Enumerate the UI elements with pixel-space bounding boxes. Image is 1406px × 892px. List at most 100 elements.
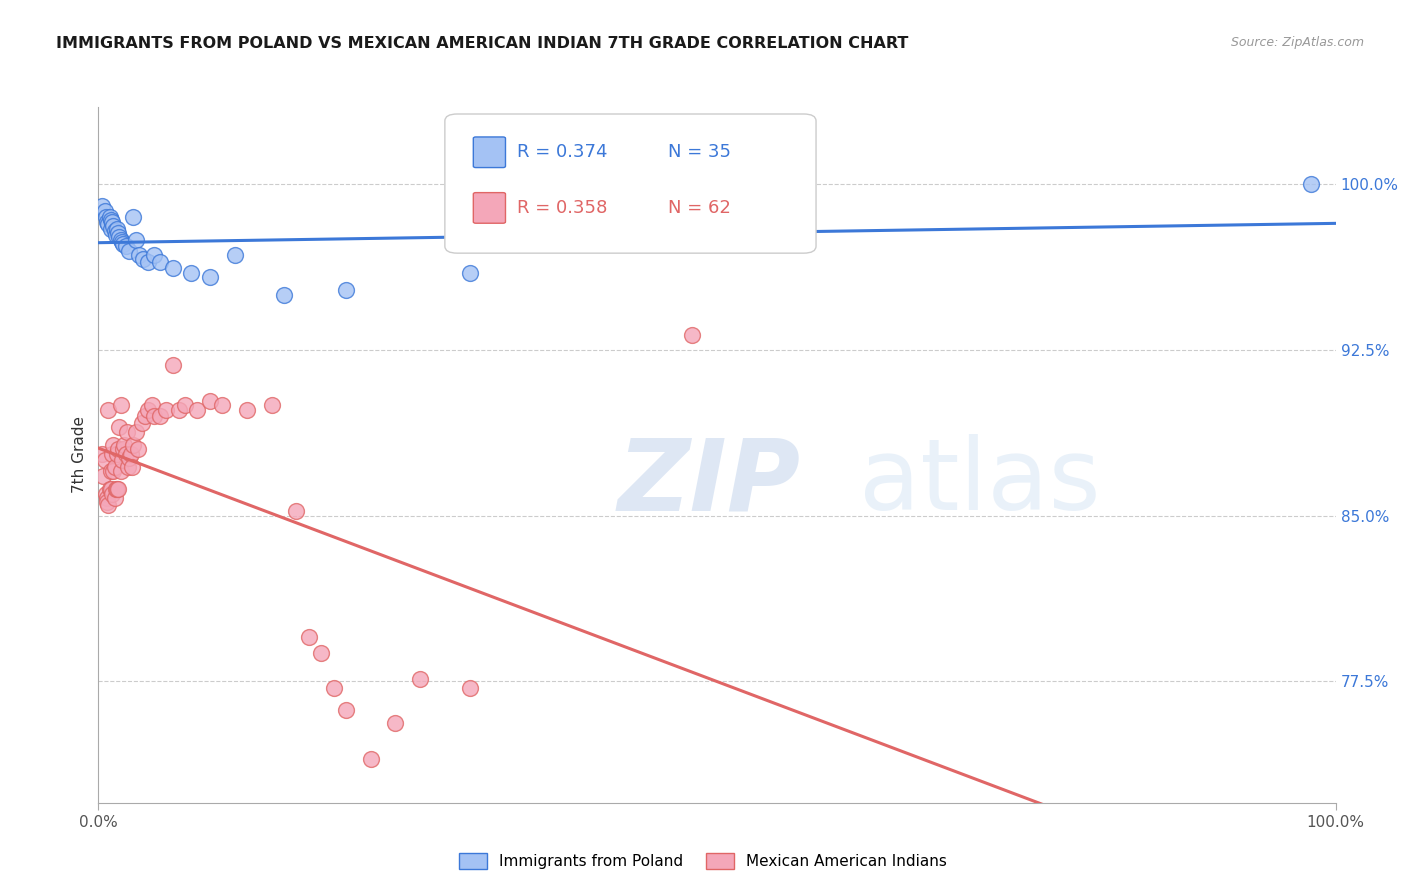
Point — [141, 398, 163, 412]
Point — [100, 482, 122, 496]
Point — [681, 327, 703, 342]
Point — [103, 460, 125, 475]
Point — [114, 239, 136, 253]
Point — [128, 248, 150, 262]
Point — [110, 465, 132, 479]
Legend: Immigrants from Poland, Mexican American Indians: Immigrants from Poland, Mexican American… — [453, 847, 953, 875]
Point — [107, 442, 129, 457]
Point — [97, 217, 120, 231]
Point — [94, 211, 117, 225]
Point — [335, 284, 357, 298]
Point — [309, 646, 332, 660]
Point — [103, 438, 125, 452]
Point — [120, 447, 142, 461]
Point — [103, 224, 125, 238]
Point — [93, 453, 115, 467]
Point — [108, 230, 131, 244]
Point — [105, 482, 128, 496]
Point — [111, 453, 134, 467]
Point — [198, 270, 221, 285]
Point — [117, 460, 139, 475]
FancyBboxPatch shape — [474, 137, 506, 168]
Point — [91, 447, 114, 461]
Point — [122, 438, 145, 452]
Point — [285, 504, 308, 518]
Point — [162, 261, 184, 276]
Point — [110, 398, 132, 412]
Text: N = 35: N = 35 — [668, 144, 731, 161]
Point — [97, 498, 120, 512]
Point — [198, 393, 221, 408]
Point — [96, 215, 118, 229]
Text: atlas: atlas — [859, 434, 1101, 532]
Point — [94, 486, 117, 500]
Point — [236, 402, 259, 417]
Point — [121, 460, 143, 475]
Point — [104, 228, 127, 243]
Y-axis label: 7th Grade: 7th Grade — [72, 417, 87, 493]
Point — [112, 237, 135, 252]
Point — [112, 438, 135, 452]
Point — [143, 409, 166, 424]
Point — [98, 211, 121, 225]
Point — [93, 469, 115, 483]
Point — [131, 416, 153, 430]
Text: IMMIGRANTS FROM POLAND VS MEXICAN AMERICAN INDIAN 7TH GRADE CORRELATION CHART: IMMIGRANTS FROM POLAND VS MEXICAN AMERIC… — [56, 36, 908, 51]
Point — [118, 451, 141, 466]
Point — [105, 221, 128, 235]
Point — [124, 233, 146, 247]
Point — [335, 703, 357, 717]
Point — [107, 482, 129, 496]
Point — [360, 751, 382, 765]
Point — [149, 254, 172, 268]
Point — [101, 486, 124, 500]
Point — [458, 681, 481, 695]
Point — [127, 442, 149, 457]
Point — [124, 425, 146, 439]
Point — [186, 402, 208, 417]
FancyBboxPatch shape — [474, 193, 506, 223]
Point — [132, 252, 155, 267]
Point — [112, 442, 135, 457]
Point — [298, 630, 321, 644]
Point — [273, 287, 295, 301]
Point — [458, 266, 481, 280]
Point — [1299, 178, 1322, 192]
Text: N = 62: N = 62 — [668, 199, 731, 217]
Point — [104, 482, 127, 496]
Point — [96, 491, 118, 505]
Text: Source: ZipAtlas.com: Source: ZipAtlas.com — [1230, 36, 1364, 49]
Point — [174, 398, 197, 412]
Point — [409, 672, 432, 686]
Point — [122, 211, 145, 225]
Text: ZIP: ZIP — [619, 434, 801, 532]
FancyBboxPatch shape — [444, 114, 815, 253]
Point — [103, 465, 125, 479]
Point — [134, 409, 156, 424]
Point — [98, 482, 121, 496]
Point — [167, 402, 190, 417]
Text: R = 0.374: R = 0.374 — [516, 144, 607, 161]
Point — [118, 244, 141, 258]
Point — [224, 248, 246, 262]
Point — [115, 425, 138, 439]
Point — [100, 212, 122, 227]
Point — [91, 199, 114, 213]
Point — [100, 465, 122, 479]
Point — [260, 398, 283, 412]
Text: R = 0.358: R = 0.358 — [516, 199, 607, 217]
Point — [105, 447, 128, 461]
Point — [111, 235, 134, 249]
Point — [108, 420, 131, 434]
Point — [180, 266, 202, 280]
Point — [211, 398, 233, 412]
Point — [322, 681, 344, 695]
Point — [149, 409, 172, 424]
Point — [103, 219, 125, 234]
Point — [143, 248, 166, 262]
Point — [136, 402, 159, 417]
Point — [136, 254, 159, 268]
Point — [384, 716, 406, 731]
Point — [155, 402, 177, 417]
Point — [97, 402, 120, 417]
